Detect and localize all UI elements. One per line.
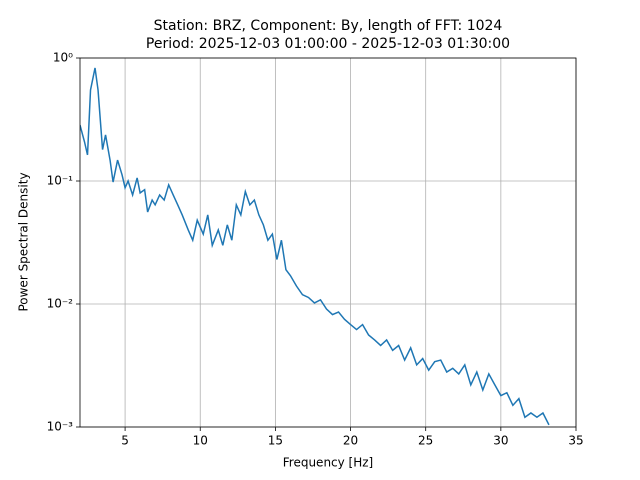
y-tick-label: 10⁻² [47,297,74,311]
x-tick-label: 10 [193,434,208,448]
y-axis-label: Power Spectral Density [17,172,31,311]
x-tick-label: 15 [268,434,283,448]
x-tick-label: 5 [121,434,129,448]
chart-subtitle: Period: 2025-12-03 01:00:00 - 2025-12-03… [146,36,510,52]
data-line [80,67,550,426]
x-axis-label: Frequency [Hz] [283,456,374,470]
y-tick-label: 10⁰ [53,51,73,65]
y-tick-label: 10⁻³ [47,420,74,434]
y-tick-label: 10⁻¹ [47,174,74,188]
x-tick-label: 25 [418,434,433,448]
chart-title: Station: BRZ, Component: By, length of F… [154,18,503,34]
plot-frame [79,57,577,428]
x-tick-label: 20 [343,434,358,448]
x-tick-label: 30 [493,434,508,448]
x-tick-label: 35 [568,434,583,448]
